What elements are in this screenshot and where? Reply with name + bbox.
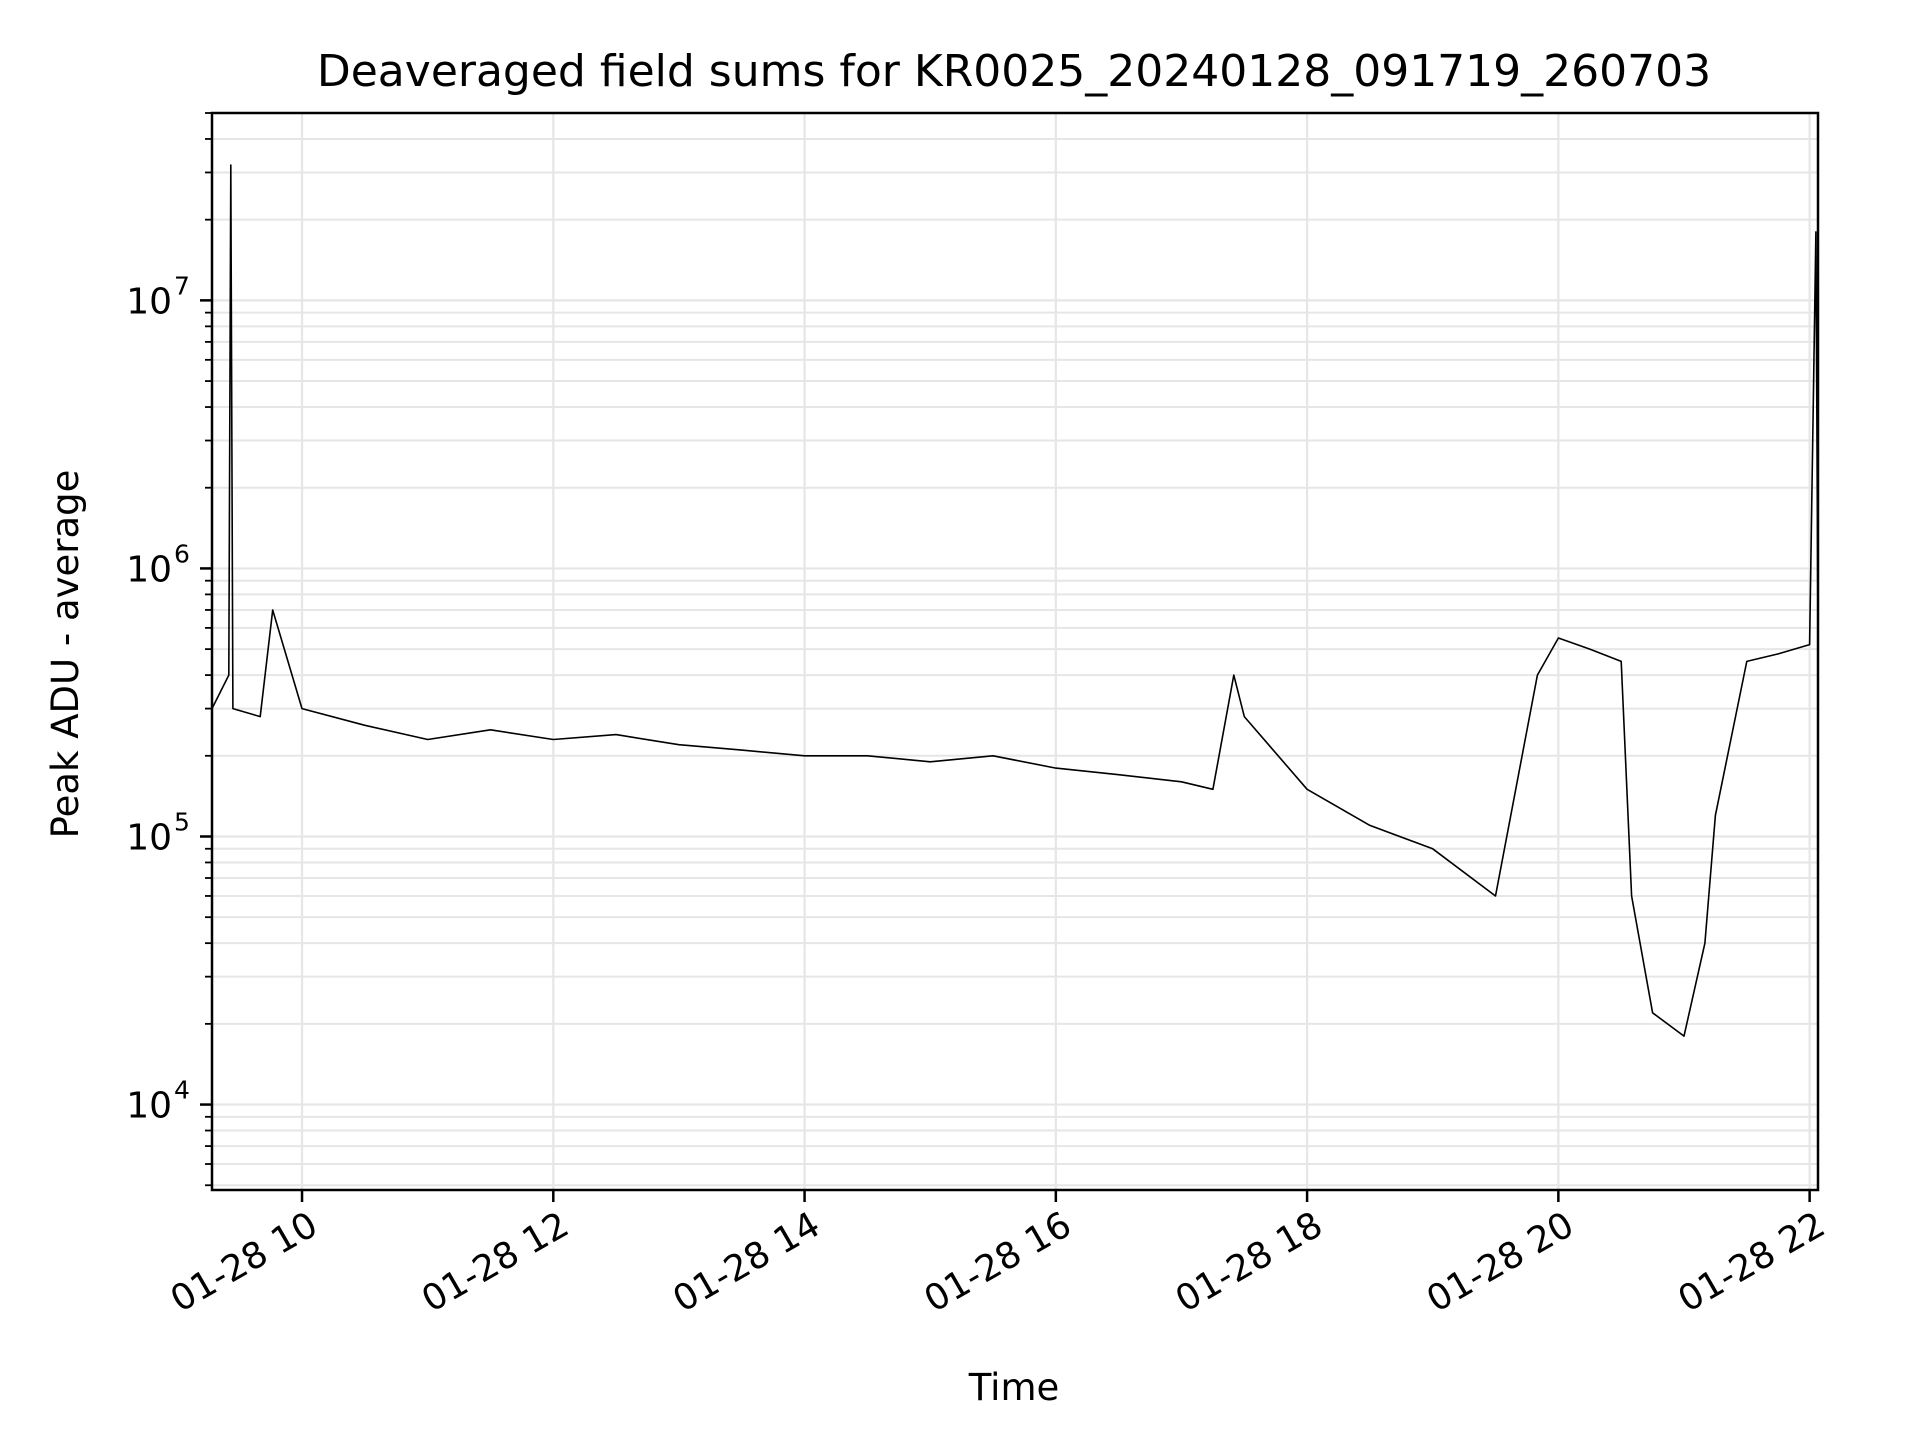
grid bbox=[212, 112, 1818, 1190]
x-tick-label: 01-28 12 bbox=[415, 1204, 576, 1320]
plot-frame bbox=[210, 111, 1820, 1192]
series-line bbox=[211, 164, 1819, 1037]
x-tick-label: 01-28 16 bbox=[918, 1204, 1079, 1320]
y-axis-label: Peak ADU - average bbox=[44, 470, 87, 839]
y-tick-exponent: 7 bbox=[174, 271, 190, 300]
y-tick-label: 10 bbox=[126, 1086, 172, 1127]
x-tick-label: 01-28 14 bbox=[666, 1204, 827, 1320]
y-tick-exponent: 5 bbox=[174, 807, 190, 836]
y-tick-exponent: 6 bbox=[174, 539, 190, 568]
x-tick-label: 01-28 18 bbox=[1169, 1204, 1330, 1320]
y-tick-exponent: 4 bbox=[174, 1076, 190, 1105]
x-tick-label: 01-28 10 bbox=[164, 1204, 325, 1320]
x-axis-label: Time bbox=[968, 1366, 1060, 1409]
y-tick-label: 10 bbox=[126, 549, 172, 590]
y-tick-label: 10 bbox=[126, 817, 172, 858]
x-tick-label: 01-28 22 bbox=[1671, 1204, 1832, 1320]
series-polyline bbox=[211, 164, 1819, 1037]
y-tick-label: 10 bbox=[126, 281, 172, 322]
chart-title: Deaveraged field sums for KR0025_2024012… bbox=[317, 46, 1711, 97]
x-tick-label: 01-28 20 bbox=[1420, 1204, 1581, 1320]
x-axis: 01-28 10 01-28 12 01-28 14 01-28 16 01-28 18… bbox=[164, 1190, 1832, 1321]
